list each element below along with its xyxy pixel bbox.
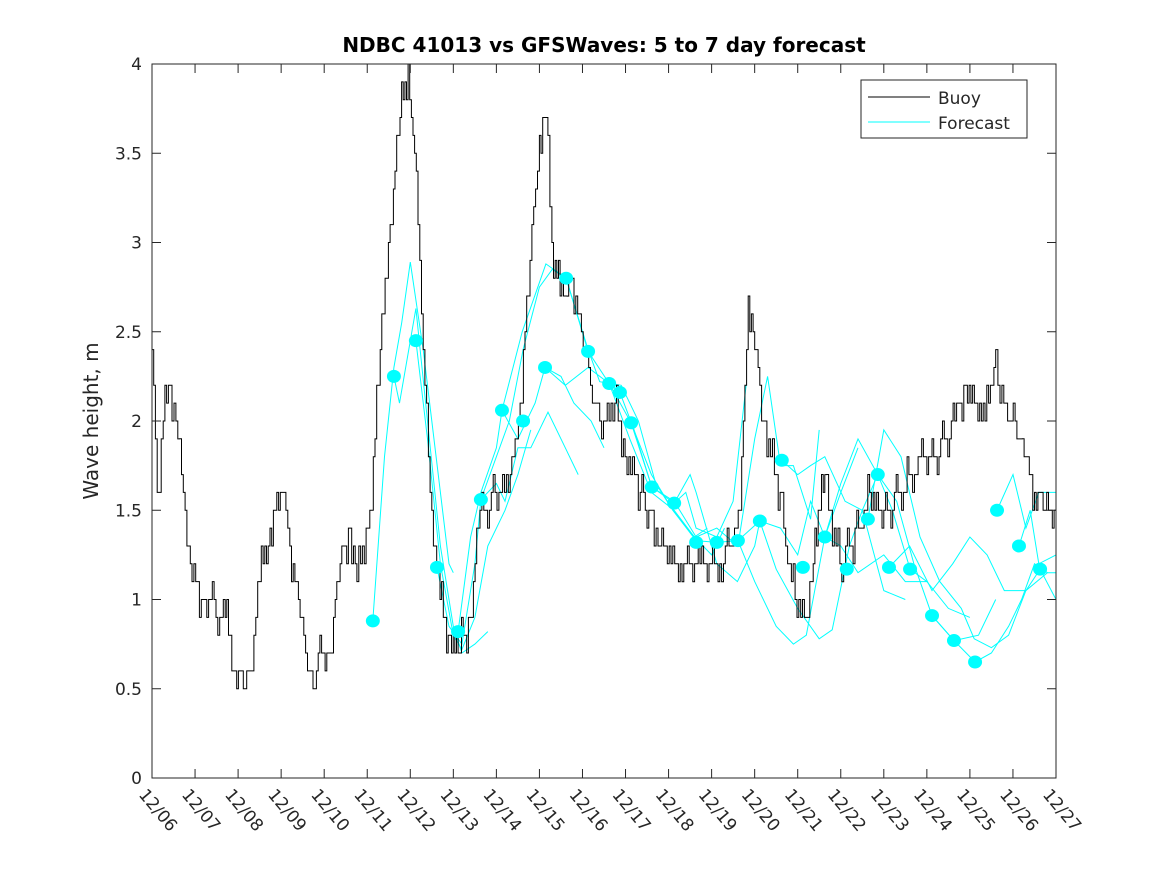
buoy-line <box>152 63 1056 690</box>
x-tick-label: 12/25 <box>952 785 999 835</box>
plot-area <box>152 63 1057 690</box>
forecast-marker <box>581 344 596 358</box>
x-tick-label: 12/26 <box>995 785 1042 835</box>
y-tick-label: 1 <box>131 591 142 611</box>
forecast-marker <box>624 416 639 430</box>
forecast-marker <box>644 480 659 494</box>
legend-forecast-label: Forecast <box>938 114 1010 134</box>
forecast-marker <box>925 609 940 623</box>
x-tick-label: 12/13 <box>436 785 483 835</box>
forecast-marker <box>451 625 466 639</box>
x-tick-label: 12/19 <box>694 785 741 835</box>
forecast-marker <box>494 403 509 417</box>
forecast-marker <box>774 453 789 467</box>
forecast-marker <box>903 562 918 576</box>
forecast-marker <box>473 493 488 507</box>
axes: 00.511.522.533.5412/0612/0712/0812/0912/… <box>115 55 1085 836</box>
y-tick-label: 3.5 <box>115 144 142 164</box>
forecast-marker <box>602 377 617 391</box>
forecast-marker <box>946 634 961 648</box>
x-tick-label: 12/11 <box>349 785 396 835</box>
x-tick-label: 12/16 <box>565 785 612 835</box>
x-tick-label: 12/22 <box>823 785 870 835</box>
forecast-line <box>372 262 454 621</box>
forecast-line <box>436 410 579 646</box>
x-tick-label: 12/24 <box>909 785 956 835</box>
x-tick-label: 12/12 <box>392 785 439 835</box>
x-tick-label: 12/06 <box>134 785 181 835</box>
forecast-marker <box>817 530 832 544</box>
forecast-marker <box>516 414 531 428</box>
forecast-line <box>1018 510 1057 565</box>
forecast-line <box>867 428 1056 649</box>
forecast-marker <box>752 514 767 528</box>
forecast-marker <box>559 271 574 285</box>
forecast-marker <box>408 334 423 348</box>
forecast-line <box>393 308 489 654</box>
forecast-marker <box>795 560 810 574</box>
forecast-marker <box>1033 562 1048 576</box>
x-tick-label: 12/10 <box>306 785 353 835</box>
y-tick-label: 1.5 <box>115 501 142 521</box>
x-tick-label: 12/14 <box>479 785 526 835</box>
x-tick-label: 12/23 <box>866 785 913 835</box>
y-tick-label: 2 <box>131 412 142 432</box>
y-tick-label: 0.5 <box>115 680 142 700</box>
forecast-marker <box>612 385 627 399</box>
forecast-line <box>996 473 1056 530</box>
x-tick-label: 12/20 <box>737 785 784 835</box>
y-tick-label: 3 <box>131 234 142 254</box>
forecast-marker <box>365 614 380 628</box>
x-tick-label: 12/07 <box>177 785 224 835</box>
forecast-marker <box>990 503 1005 517</box>
forecast-marker <box>709 535 724 549</box>
x-tick-label: 12/18 <box>651 785 698 835</box>
x-tick-label: 12/27 <box>1038 785 1085 835</box>
forecast-marker <box>1011 539 1026 553</box>
x-tick-label: 12/09 <box>263 785 310 835</box>
x-tick-label: 12/17 <box>608 785 655 835</box>
x-tick-label: 12/15 <box>522 785 569 835</box>
forecast-marker <box>538 360 553 374</box>
forecast-marker <box>860 512 875 526</box>
legend: Buoy Forecast <box>860 79 1028 139</box>
forecast-marker <box>429 560 444 574</box>
y-tick-label: 0 <box>131 769 142 789</box>
chart-title: NDBC 41013 vs GFSWaves: 5 to 7 day forec… <box>342 33 866 57</box>
x-tick-label: 12/21 <box>780 785 827 835</box>
forecast-marker <box>667 496 682 510</box>
forecast-line <box>824 437 997 642</box>
y-tick-label: 2.5 <box>115 323 142 343</box>
forecast-marker <box>839 562 854 576</box>
forecast-line <box>544 366 747 538</box>
legend-buoy-label: Buoy <box>938 89 981 109</box>
y-axis-label: Wave height, m <box>79 342 103 499</box>
forecast-marker <box>386 369 401 383</box>
forecast-marker <box>881 560 896 574</box>
legend-box <box>860 79 1028 139</box>
forecast-line <box>888 536 1057 600</box>
x-tick-label: 12/08 <box>220 785 267 835</box>
y-tick-label: 4 <box>131 55 142 75</box>
forecast-marker <box>870 468 885 482</box>
forecast-marker <box>730 534 745 548</box>
forecast-marker <box>689 535 704 549</box>
forecast-marker <box>968 655 983 669</box>
forecast-line <box>673 473 906 640</box>
